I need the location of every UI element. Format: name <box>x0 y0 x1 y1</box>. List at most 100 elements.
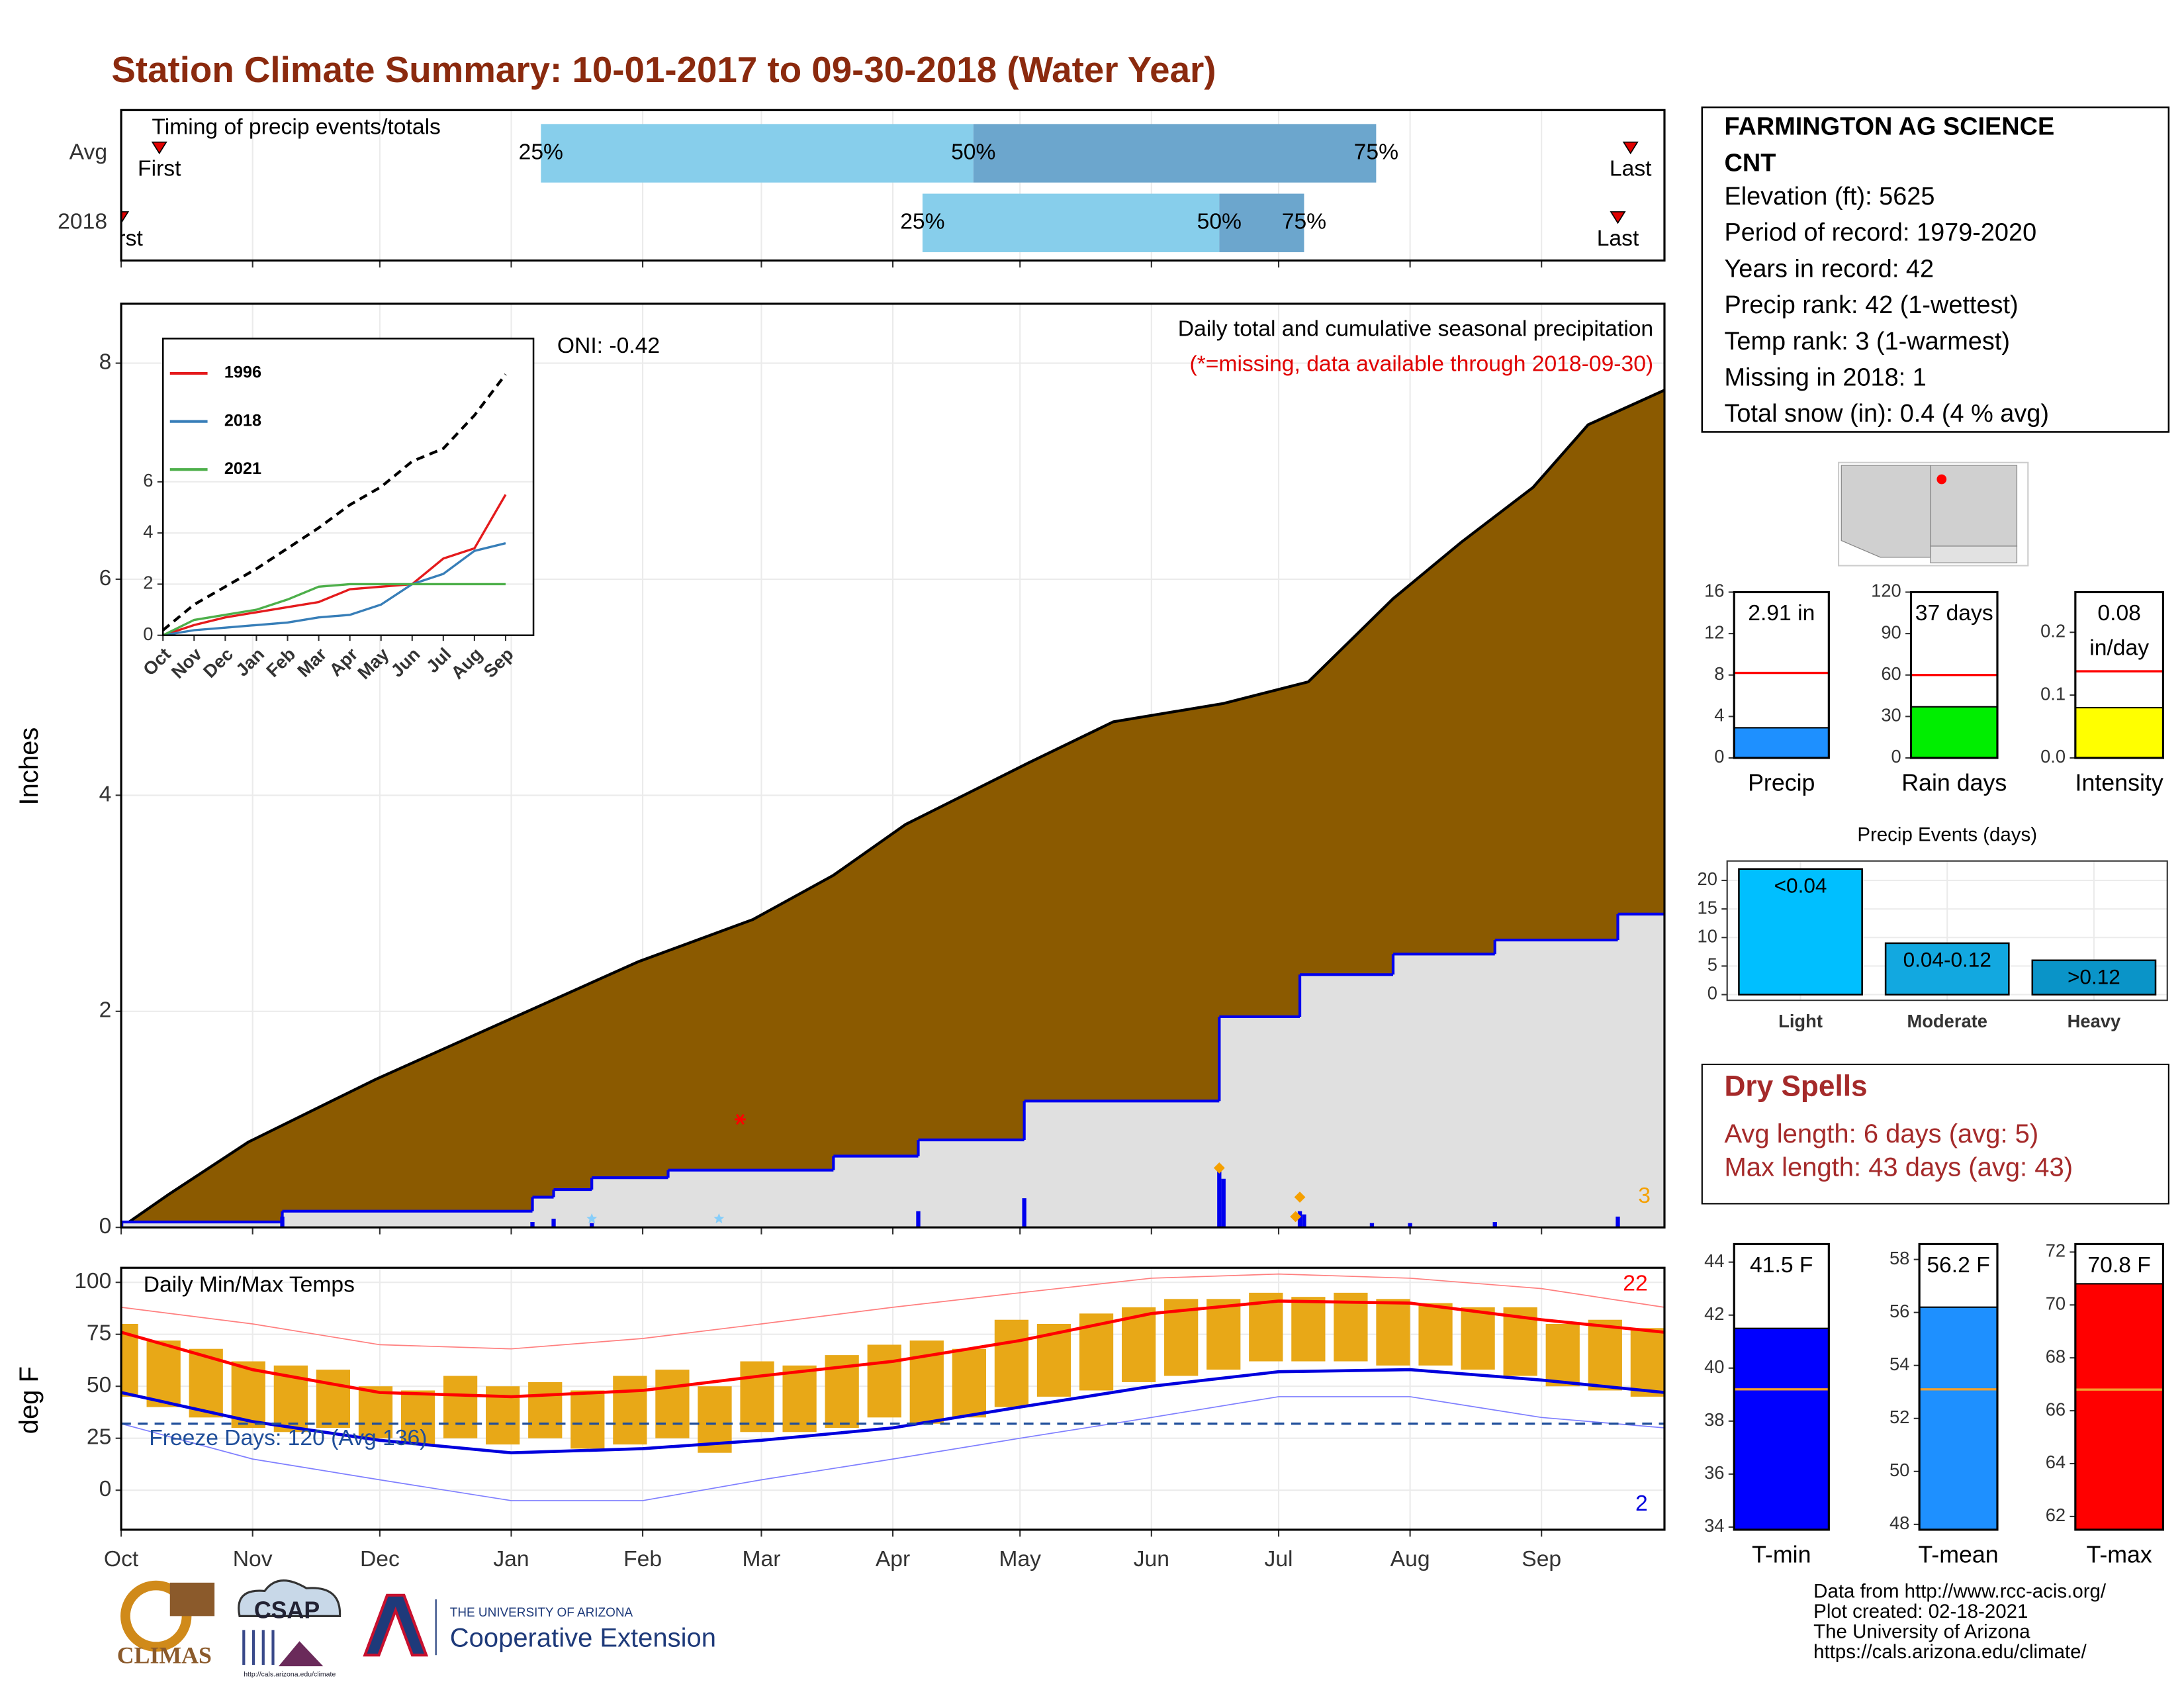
gauge-bar <box>1733 1327 1830 1530</box>
y-tick-label: 10 <box>1698 925 1717 946</box>
category-label: Intensity <box>2075 769 2163 796</box>
y-tick-label: 25 <box>87 1425 111 1450</box>
climas-icon <box>169 1582 215 1617</box>
x-tick-label: Mar <box>742 1547 780 1571</box>
y-axis-title: deg F <box>15 1366 44 1434</box>
daily-range-bar <box>1418 1303 1453 1366</box>
plot-area: 25% 50% 75% First Last 25% 50% 75% First Last Timi… <box>99 110 1652 261</box>
value-label: 70.8 F <box>2087 1253 2150 1278</box>
station-line: Total snow (in): 0.4 (4 % avg) <box>1724 400 2048 428</box>
station-line: Years in record: 42 <box>1724 255 1934 283</box>
y-tick-label: 66 <box>2046 1399 2066 1419</box>
y-tick-label: 2 <box>99 998 112 1023</box>
row-label: Avg <box>69 140 107 164</box>
avg-max-line <box>121 1299 1664 1399</box>
csap-cloud <box>238 1579 341 1617</box>
quantile-label: 50% <box>951 140 995 164</box>
panel-border <box>1726 860 2168 1002</box>
csap-mountain <box>278 1641 324 1667</box>
category-label: Rain days <box>1901 769 2007 796</box>
y-tick-label: 50 <box>1889 1460 1909 1480</box>
station-line: Missing in 2018: 1 <box>1724 363 1926 391</box>
gauge-bar <box>1919 1306 1999 1530</box>
dry-spells-title: Dry Spells <box>1724 1070 1867 1102</box>
y-tick-label: 6 <box>99 566 112 590</box>
quantile-label: 25% <box>519 140 563 164</box>
panel-border <box>120 109 1666 262</box>
count-label: 3 <box>1638 1184 1651 1208</box>
page-title: Station Climate Summary: 10-01-2017 to 0… <box>111 49 1216 90</box>
legend-label: 2018 <box>224 411 261 430</box>
daily-bar <box>916 1211 921 1228</box>
x-tick-label: Heavy <box>2068 1011 2121 1031</box>
legend-label: 2021 <box>224 459 261 478</box>
category-label: T-mean <box>1918 1541 1998 1568</box>
y-tick-label: 30 <box>1881 705 1901 726</box>
value-label: in/day <box>2089 636 2149 661</box>
chart-subtitle: (*=missing, data available through 2018-… <box>1189 352 1653 376</box>
y-tick-label: 68 <box>2046 1346 2066 1366</box>
record-min-line <box>121 1396 1664 1501</box>
marker-label: First <box>99 226 143 251</box>
daily-bar <box>590 1223 594 1228</box>
dry-spells-box <box>1701 1063 2169 1205</box>
y-tick-label: 56 <box>1889 1301 1909 1321</box>
panel-border <box>120 1266 1666 1531</box>
panel-border <box>120 303 1666 1229</box>
daily-bar <box>1302 1214 1306 1228</box>
plot-area <box>121 1268 1664 1530</box>
x-tick-label: Moderate <box>1907 1011 1987 1031</box>
gauge-border <box>1733 590 1830 759</box>
y-tick-label: 48 <box>1889 1513 1909 1533</box>
station-line: Temp rank: 3 (1-warmest) <box>1724 328 2009 355</box>
y-tick-label: 5 <box>1707 955 1717 975</box>
x-tick-label: Oct <box>104 1547 139 1571</box>
daily-bar <box>1217 1171 1222 1228</box>
x-tick-label: Apr <box>876 1547 910 1571</box>
average-line <box>163 373 507 632</box>
record-max-line <box>121 1273 1664 1350</box>
y-tick-label: 64 <box>2046 1452 2066 1472</box>
y-tick-label: 50 <box>87 1373 111 1397</box>
plot-area <box>163 373 534 635</box>
daily-bar <box>1408 1223 1412 1228</box>
missing-marker <box>734 1113 746 1125</box>
daily-range-bar <box>570 1390 605 1449</box>
station-name: CNT <box>1724 149 1776 177</box>
footer-line: https://cals.arizona.edu/climate/ <box>1813 1641 2087 1663</box>
timing-marker <box>1622 141 1639 155</box>
y-tick-label: 0.1 <box>2040 683 2066 704</box>
station-line: Elevation (ft): 5625 <box>1724 183 1934 211</box>
timing-upper <box>1219 193 1304 252</box>
chart-title: Precip Events (days) <box>1857 824 2037 846</box>
quantile-label: 75% <box>1282 210 1326 234</box>
series-line <box>163 494 507 635</box>
x-tick-label: Aug <box>1390 1547 1430 1571</box>
logos: CLIMAS CSAP http://cals.arizona.edu/clim… <box>117 1579 716 1679</box>
category-label: T-min <box>1752 1541 1811 1568</box>
daily-range-bar <box>146 1340 181 1407</box>
y-tick-label: 62 <box>2046 1505 2066 1525</box>
y-tick-label: 70 <box>2046 1293 2066 1314</box>
daily-bar <box>1615 1216 1620 1228</box>
daily-range-bar <box>1206 1299 1241 1370</box>
x-tick-label: Sep <box>1522 1547 1561 1571</box>
dry-spells-line: Max length: 43 days (avg: 43) <box>1724 1152 2073 1182</box>
gauge-bar <box>2074 706 2164 759</box>
snow-marker <box>1213 1162 1225 1174</box>
ua-logo <box>363 1593 429 1657</box>
y-tick-label: 44 <box>1704 1250 1724 1271</box>
daily-range-bar <box>782 1365 817 1432</box>
y-tick-label: 8 <box>1714 663 1724 684</box>
daily-bar <box>280 1216 285 1228</box>
daily-range-bar <box>1545 1324 1580 1387</box>
y-tick-label: 2 <box>143 573 153 593</box>
y-tick-label: 42 <box>1704 1303 1724 1324</box>
station-box <box>1701 106 2170 433</box>
value-label: 41.5 F <box>1750 1253 1813 1278</box>
y-tick-label: 0 <box>143 624 153 644</box>
station-location <box>1936 474 1947 485</box>
high-count: 22 <box>1623 1271 1647 1295</box>
daily-bar <box>1022 1198 1026 1228</box>
